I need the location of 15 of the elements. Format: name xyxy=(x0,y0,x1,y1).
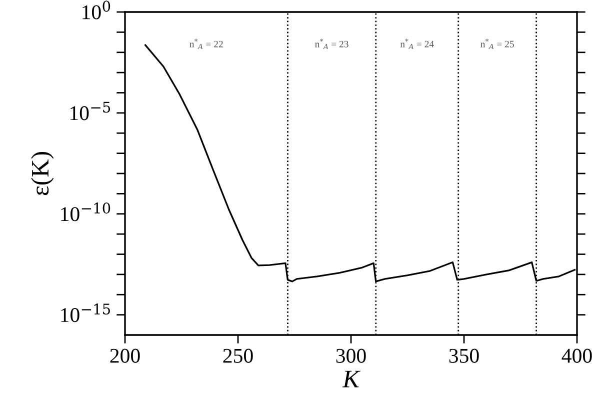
x-tick-label: 300 xyxy=(336,348,366,363)
x-tick-label: 200 xyxy=(110,348,140,363)
y-tick-label: 10$^{−5}$ xyxy=(70,102,110,120)
x-axis-title: K xyxy=(342,370,360,388)
annotation: n$^{*}$$_{A}$ = 22 xyxy=(190,38,223,49)
x-tick-label: 250 xyxy=(223,348,253,363)
annotation: n$^{*}$$_{A}$ = 25 xyxy=(480,38,514,49)
x-tick-label: 350 xyxy=(449,348,479,363)
y-tick-label: 10$^{−15}$ xyxy=(61,304,110,322)
annotation: n$^{*}$$_{A}$ = 24 xyxy=(400,38,434,49)
y-tick-label: 10$^{−10}$ xyxy=(61,202,110,222)
y-tick-label: 10$^{0}$ xyxy=(82,0,110,20)
y-axis-title: ε(K) xyxy=(31,152,54,196)
annotation: n$^{*}$$_{A}$ = 23 xyxy=(315,38,348,49)
x-tick-label: 400 xyxy=(562,348,592,363)
